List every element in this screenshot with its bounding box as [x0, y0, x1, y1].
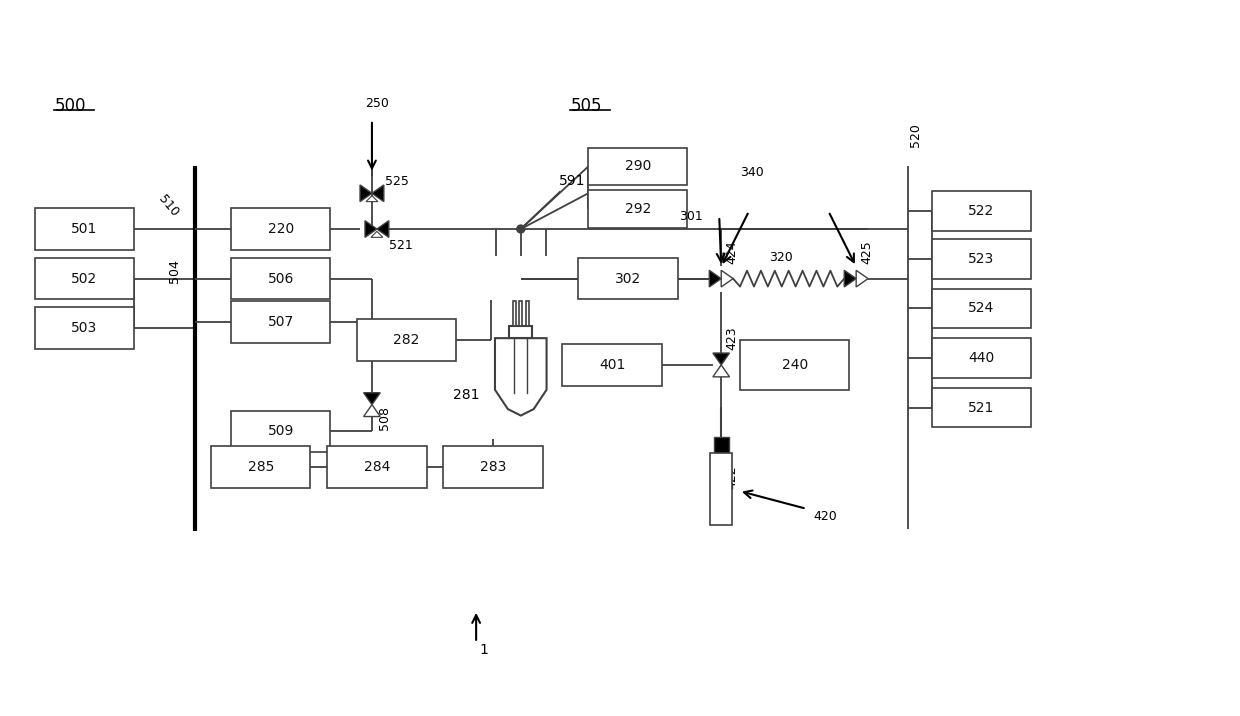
Polygon shape: [856, 270, 868, 287]
Bar: [211, 446, 310, 488]
Text: 523: 523: [968, 252, 994, 266]
Polygon shape: [713, 353, 729, 365]
Bar: [231, 258, 330, 299]
Bar: [513, 301, 516, 326]
Text: 440: 440: [968, 351, 994, 365]
Text: 520: 520: [909, 122, 923, 147]
Polygon shape: [365, 221, 377, 237]
Bar: [510, 326, 532, 338]
Polygon shape: [377, 221, 389, 237]
Bar: [563, 344, 662, 386]
Text: 507: 507: [268, 315, 294, 329]
Polygon shape: [713, 365, 729, 377]
Text: 423: 423: [725, 326, 738, 350]
Text: 282: 282: [393, 333, 420, 347]
Text: 320: 320: [769, 251, 792, 263]
Text: 1: 1: [479, 643, 489, 657]
Bar: [931, 338, 1030, 378]
Text: 420: 420: [813, 511, 837, 523]
Bar: [231, 410, 330, 453]
Text: 290: 290: [625, 160, 651, 173]
Text: 591: 591: [558, 175, 585, 188]
Text: 521: 521: [968, 401, 994, 415]
Polygon shape: [844, 270, 856, 287]
Text: 301: 301: [680, 210, 703, 223]
Text: 522: 522: [968, 204, 994, 218]
Text: 503: 503: [71, 321, 97, 335]
Bar: [740, 340, 849, 390]
Polygon shape: [366, 195, 378, 202]
Text: 521: 521: [389, 239, 413, 252]
Circle shape: [517, 225, 525, 233]
Text: 524: 524: [968, 301, 994, 315]
Bar: [713, 437, 729, 453]
Text: 525: 525: [384, 175, 409, 188]
Polygon shape: [722, 270, 733, 287]
Text: 292: 292: [625, 202, 651, 216]
Text: 422: 422: [725, 465, 738, 489]
Bar: [35, 208, 134, 250]
Text: 220: 220: [268, 222, 294, 236]
Bar: [520, 301, 522, 326]
Text: 285: 285: [248, 460, 274, 474]
Bar: [931, 191, 1030, 231]
Bar: [35, 307, 134, 349]
Text: 240: 240: [781, 358, 807, 372]
Text: 508: 508: [378, 405, 391, 430]
Bar: [588, 190, 687, 228]
Bar: [526, 301, 528, 326]
Polygon shape: [495, 338, 547, 415]
Text: 250: 250: [365, 97, 389, 110]
Text: 509: 509: [268, 425, 294, 438]
Text: 401: 401: [599, 358, 625, 372]
Bar: [931, 388, 1030, 427]
Text: 340: 340: [740, 166, 764, 180]
Text: 425: 425: [861, 240, 873, 263]
Bar: [588, 147, 687, 185]
Text: 506: 506: [268, 271, 294, 286]
Bar: [578, 258, 677, 299]
Bar: [444, 446, 543, 488]
Text: 424: 424: [725, 240, 738, 263]
Text: 281: 281: [454, 387, 480, 402]
Text: 302: 302: [615, 271, 641, 286]
Bar: [357, 319, 456, 361]
Bar: [327, 446, 427, 488]
Polygon shape: [371, 231, 383, 237]
Bar: [231, 301, 330, 343]
Bar: [931, 239, 1030, 279]
Polygon shape: [363, 393, 381, 405]
Text: 283: 283: [480, 460, 506, 474]
Text: 500: 500: [55, 97, 86, 115]
Bar: [231, 208, 330, 250]
Text: 505: 505: [570, 97, 601, 115]
Bar: [711, 453, 732, 525]
Text: 510: 510: [156, 193, 181, 220]
Text: 284: 284: [363, 460, 391, 474]
Polygon shape: [363, 405, 381, 417]
Text: 501: 501: [71, 222, 98, 236]
Polygon shape: [709, 270, 722, 287]
Bar: [35, 258, 134, 299]
Text: 504: 504: [169, 258, 181, 283]
Text: 502: 502: [71, 271, 97, 286]
Bar: [931, 289, 1030, 328]
Polygon shape: [360, 185, 372, 202]
Polygon shape: [372, 185, 384, 202]
